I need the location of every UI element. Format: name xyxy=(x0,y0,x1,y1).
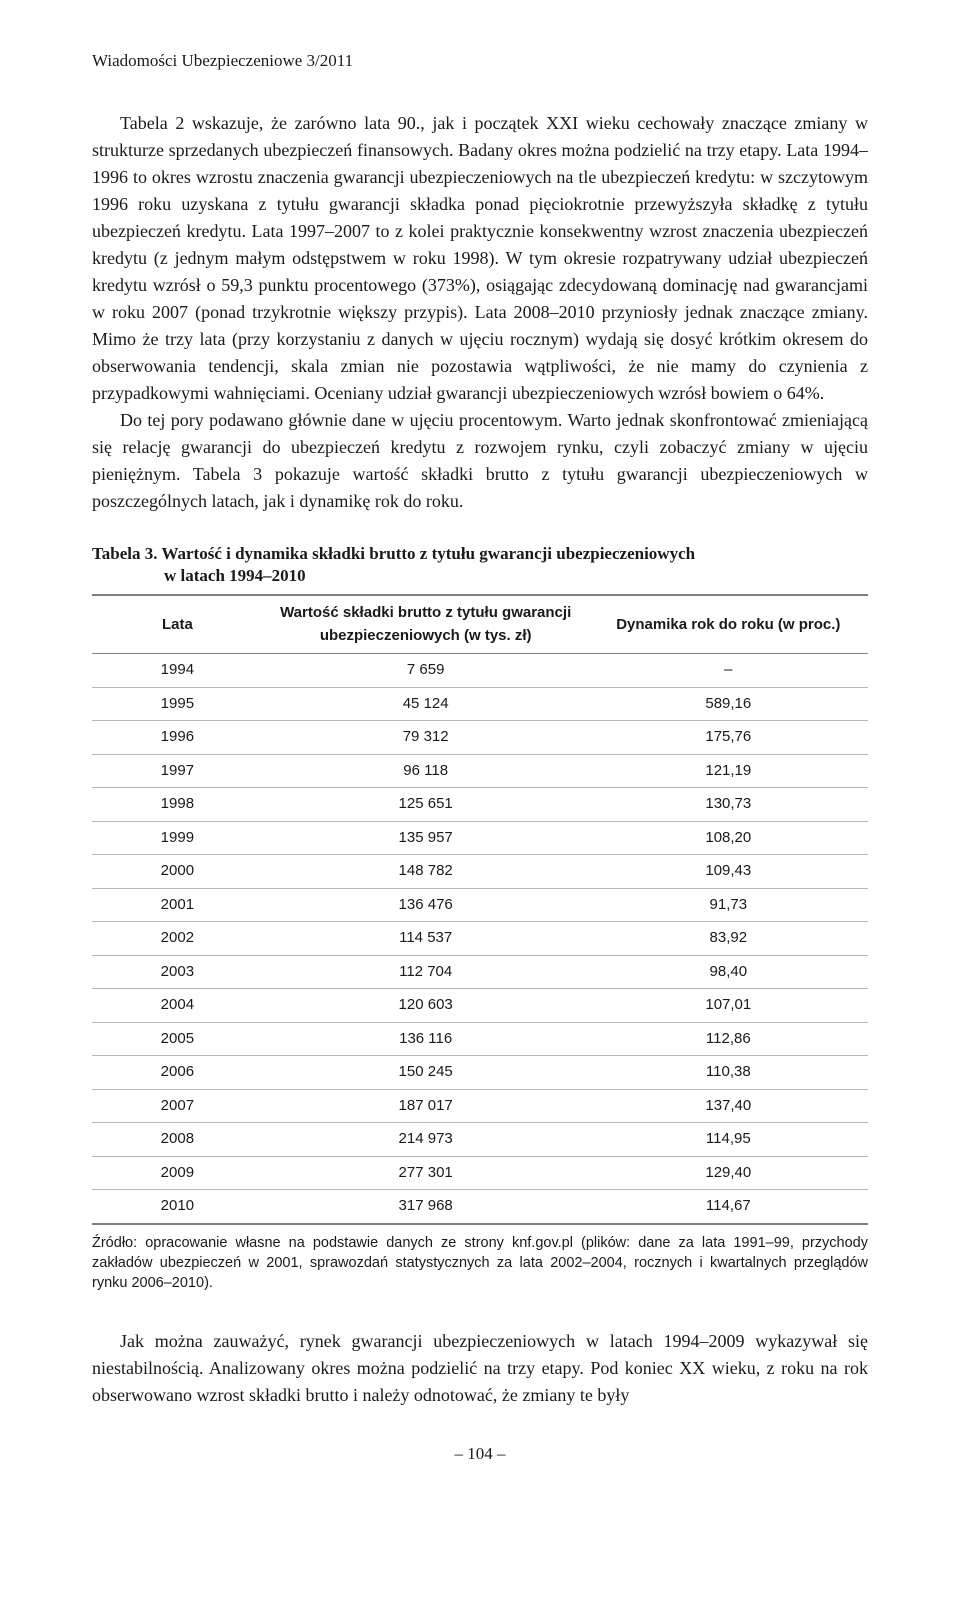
table-3: Lata Wartość składki brutto z tytułu gwa… xyxy=(92,594,868,1225)
cell-value: 7 659 xyxy=(263,654,589,688)
cell-dyn: 175,76 xyxy=(589,721,868,755)
cell-value: 214 973 xyxy=(263,1123,589,1157)
cell-year: 2007 xyxy=(92,1089,263,1123)
cell-dyn: 109,43 xyxy=(589,855,868,889)
cell-year: 2003 xyxy=(92,955,263,989)
table-row: 2008214 973114,95 xyxy=(92,1123,868,1157)
cell-value: 150 245 xyxy=(263,1056,589,1090)
cell-dyn: 130,73 xyxy=(589,788,868,822)
col-header-lata: Lata xyxy=(92,595,263,654)
cell-year: 2010 xyxy=(92,1190,263,1224)
cell-year: 1994 xyxy=(92,654,263,688)
paragraph-1: Tabela 2 wskazuje, że zarówno lata 90., … xyxy=(92,110,868,407)
cell-value: 79 312 xyxy=(263,721,589,755)
table-3-caption: Tabela 3. Wartość i dynamika składki bru… xyxy=(92,543,868,589)
cell-dyn: 114,67 xyxy=(589,1190,868,1224)
table-caption-line-2: w latach 1994–2010 xyxy=(92,566,306,585)
cell-year: 2009 xyxy=(92,1156,263,1190)
cell-year: 1997 xyxy=(92,754,263,788)
cell-year: 2000 xyxy=(92,855,263,889)
table-row: 2001136 47691,73 xyxy=(92,888,868,922)
cell-year: 1999 xyxy=(92,821,263,855)
cell-year: 1998 xyxy=(92,788,263,822)
cell-value: 187 017 xyxy=(263,1089,589,1123)
cell-dyn: 110,38 xyxy=(589,1056,868,1090)
cell-value: 136 116 xyxy=(263,1022,589,1056)
table-row: 2000148 782109,43 xyxy=(92,855,868,889)
table-row: 2005136 116112,86 xyxy=(92,1022,868,1056)
table-row: 1999135 957108,20 xyxy=(92,821,868,855)
cell-year: 1996 xyxy=(92,721,263,755)
cell-value: 120 603 xyxy=(263,989,589,1023)
table-row: 2003112 70498,40 xyxy=(92,955,868,989)
running-head: Wiadomości Ubezpieczeniowe 3/2011 xyxy=(92,48,868,74)
col-header-dynamika: Dynamika rok do roku (w proc.) xyxy=(589,595,868,654)
table-row: 199545 124589,16 xyxy=(92,687,868,721)
col-header-wartosc: Wartość składki brutto z tytułu gwarancj… xyxy=(263,595,589,654)
cell-value: 135 957 xyxy=(263,821,589,855)
cell-dyn: 107,01 xyxy=(589,989,868,1023)
table-row: 2002114 53783,92 xyxy=(92,922,868,956)
table-row: 2007187 017137,40 xyxy=(92,1089,868,1123)
table-row: 2010317 968114,67 xyxy=(92,1190,868,1224)
cell-dyn: 121,19 xyxy=(589,754,868,788)
table-row: 2004120 603107,01 xyxy=(92,989,868,1023)
cell-value: 112 704 xyxy=(263,955,589,989)
cell-value: 148 782 xyxy=(263,855,589,889)
cell-dyn: 83,92 xyxy=(589,922,868,956)
paragraph-2: Do tej pory podawano głównie dane w ujęc… xyxy=(92,407,868,515)
cell-value: 277 301 xyxy=(263,1156,589,1190)
table-row: 2006150 245110,38 xyxy=(92,1056,868,1090)
closing-paragraph: Jak można zauważyć, rynek gwarancji ubez… xyxy=(92,1328,868,1409)
table-row: 2009277 301129,40 xyxy=(92,1156,868,1190)
cell-year: 2005 xyxy=(92,1022,263,1056)
cell-value: 136 476 xyxy=(263,888,589,922)
cell-value: 114 537 xyxy=(263,922,589,956)
cell-value: 45 124 xyxy=(263,687,589,721)
table-3-source: Źródło: opracowanie własne na podstawie … xyxy=(92,1233,868,1294)
cell-year: 2006 xyxy=(92,1056,263,1090)
page-number: – 104 – xyxy=(92,1441,868,1467)
cell-dyn: 114,95 xyxy=(589,1123,868,1157)
cell-dyn: 98,40 xyxy=(589,955,868,989)
cell-value: 125 651 xyxy=(263,788,589,822)
table-caption-line-1: Tabela 3. Wartość i dynamika składki bru… xyxy=(92,544,695,563)
cell-dyn: 112,86 xyxy=(589,1022,868,1056)
cell-dyn: 91,73 xyxy=(589,888,868,922)
cell-value: 317 968 xyxy=(263,1190,589,1224)
cell-dyn: 137,40 xyxy=(589,1089,868,1123)
cell-dyn: 108,20 xyxy=(589,821,868,855)
cell-dyn: 589,16 xyxy=(589,687,868,721)
cell-dyn: – xyxy=(589,654,868,688)
table-row: 19947 659– xyxy=(92,654,868,688)
cell-value: 96 118 xyxy=(263,754,589,788)
cell-year: 2004 xyxy=(92,989,263,1023)
cell-year: 2002 xyxy=(92,922,263,956)
cell-year: 1995 xyxy=(92,687,263,721)
table-row: 199796 118121,19 xyxy=(92,754,868,788)
table-header-row: Lata Wartość składki brutto z tytułu gwa… xyxy=(92,595,868,654)
table-row: 1998125 651130,73 xyxy=(92,788,868,822)
cell-year: 2008 xyxy=(92,1123,263,1157)
cell-dyn: 129,40 xyxy=(589,1156,868,1190)
cell-year: 2001 xyxy=(92,888,263,922)
table-row: 199679 312175,76 xyxy=(92,721,868,755)
